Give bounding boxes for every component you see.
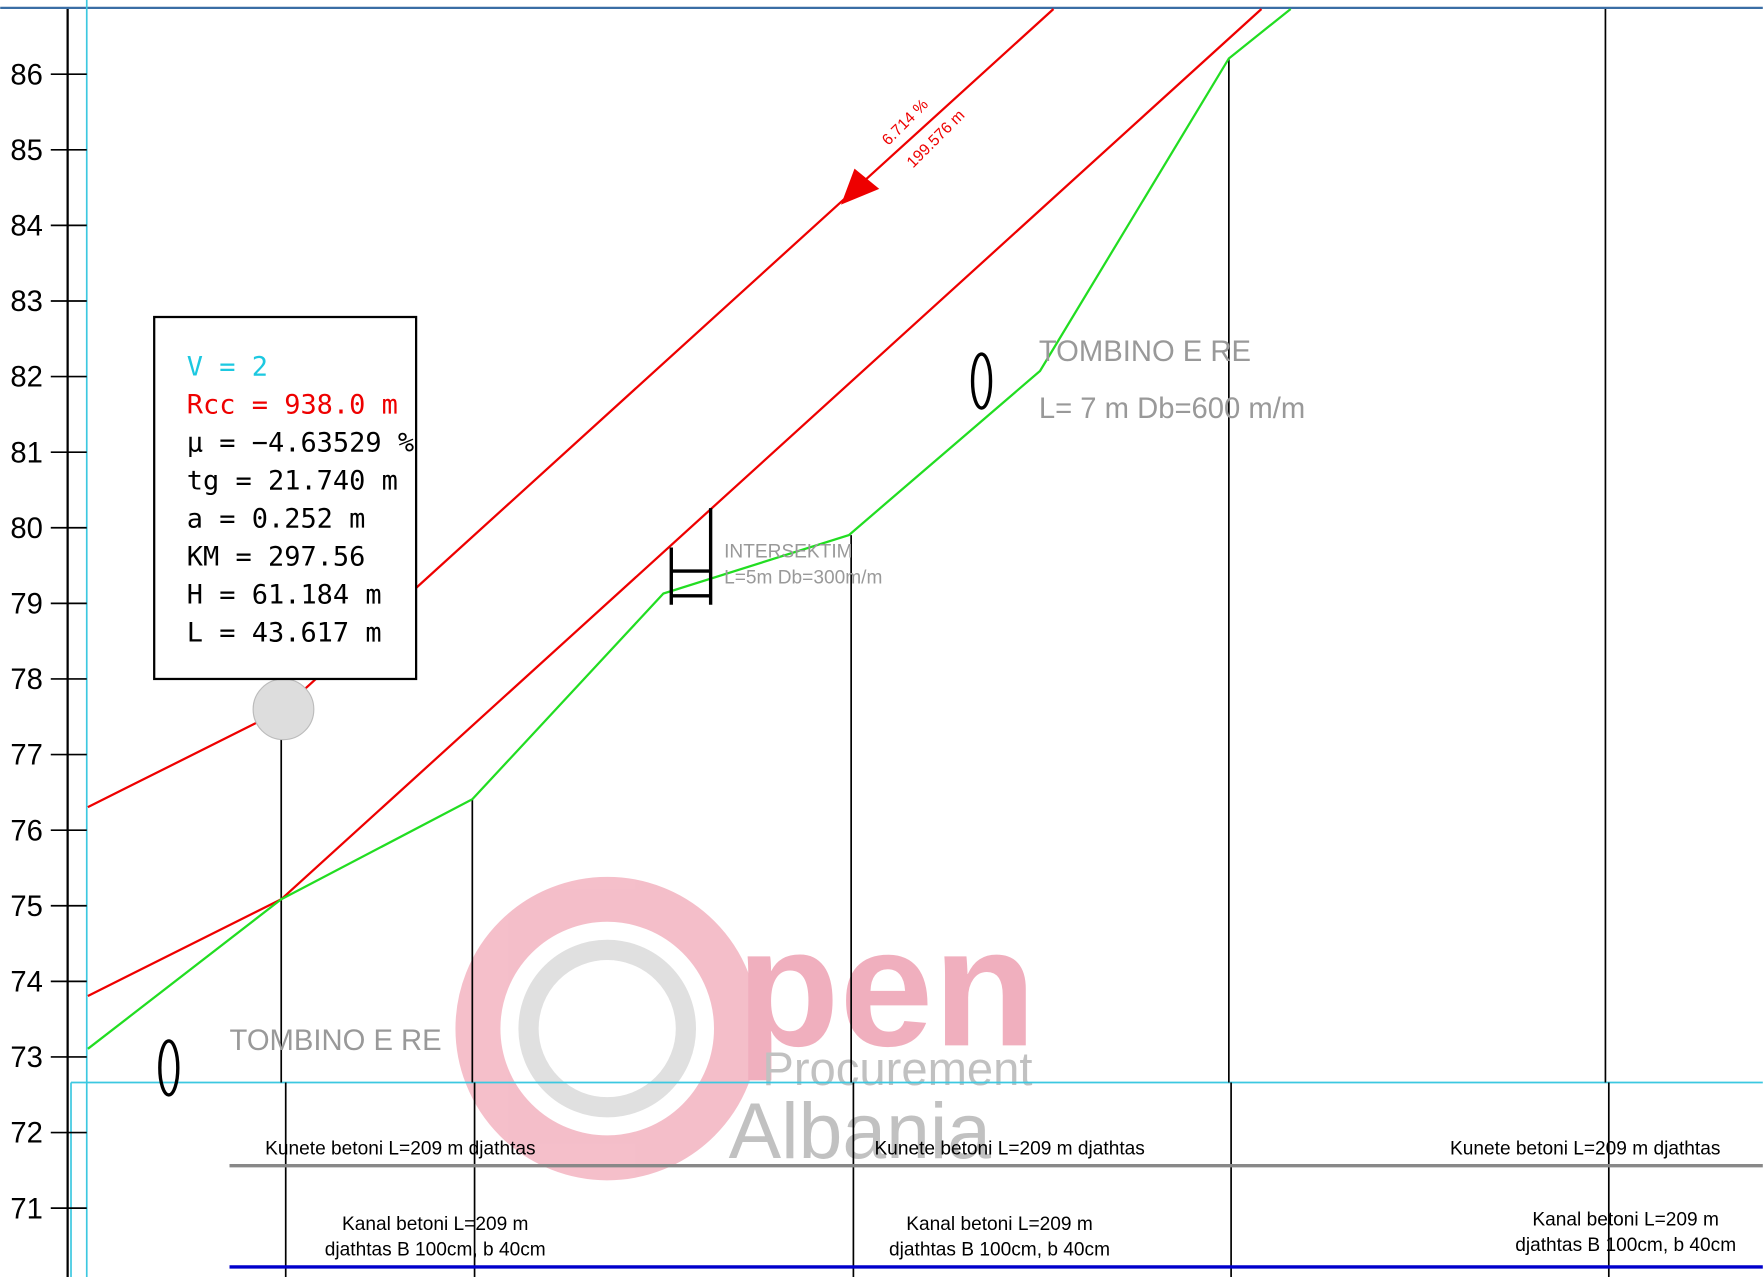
- kanal-label: djathtas B 100cm, b 40cm: [325, 1240, 546, 1261]
- box-line: L = 43.617 m: [187, 617, 382, 648]
- tick-label: 78: [10, 664, 43, 696]
- stations: [280, 8, 1610, 1277]
- culvert-icon: [158, 352, 993, 1097]
- kanal-label: djathtas B 100cm, b 40cm: [889, 1240, 1110, 1261]
- tick-label: 77: [10, 740, 43, 772]
- tick-label: 79: [10, 588, 43, 620]
- box-line: Rcc = 938.0 m: [187, 389, 398, 420]
- kunete-label: Kunete betoni L=209 m djathtas: [874, 1138, 1144, 1159]
- tick-label: 83: [10, 286, 43, 318]
- tick-label: 82: [10, 362, 43, 394]
- kunete-label: Kunete betoni L=209 m djathtas: [1450, 1138, 1720, 1159]
- logo-ring: [455, 876, 759, 1181]
- label: INTERSEKTIM: [724, 542, 852, 563]
- tick-label: 73: [10, 1042, 43, 1074]
- tick-label: 86: [10, 59, 43, 91]
- kunete-label: Kunete betoni L=209 m djathtas: [265, 1138, 535, 1159]
- kanal-label: Kanal betoni L=209 m: [906, 1214, 1092, 1235]
- box-line: a = 0.252 m: [187, 503, 366, 534]
- tick-label: 84: [10, 211, 43, 243]
- ground-line: [87, 8, 1292, 1050]
- box-line: μ = −4.63529 %: [187, 427, 414, 458]
- tick-label: 75: [10, 891, 43, 923]
- label: L= 7 m Db=600 m/m: [1039, 393, 1305, 425]
- logo-text: Procurement: [762, 1043, 1032, 1096]
- label: TOMBINO E RE: [230, 1025, 442, 1057]
- kanal-label: djathtas B 100cm, b 40cm: [1515, 1235, 1736, 1256]
- label: TOMBINO E RE: [1039, 336, 1251, 368]
- logo-text: pen: [736, 892, 1036, 1081]
- logo-text: Albania: [729, 1087, 992, 1175]
- box-line: V = 2: [187, 351, 268, 382]
- arrow: [841, 168, 880, 205]
- label: L=5m Db=300m/m: [724, 567, 882, 588]
- tick-label: 76: [10, 815, 43, 847]
- profile-box: [153, 315, 418, 681]
- tick-label: 74: [10, 966, 43, 998]
- tick-label: 81: [10, 437, 43, 469]
- kanal-label: Kanal betoni L=209 m: [342, 1214, 528, 1235]
- vertex-marker: [252, 678, 315, 741]
- box-line: KM = 297.56: [187, 541, 366, 572]
- logo-ring: [518, 939, 697, 1118]
- watermark: pen Procurement Albania: [455, 876, 1036, 1181]
- kanal-label: Kanal betoni L=209 m: [1532, 1209, 1718, 1230]
- tick-label: 72: [10, 1118, 43, 1150]
- tick-label: 80: [10, 513, 43, 545]
- tick-label: 71: [10, 1193, 43, 1225]
- box-line: tg = 21.740 m: [187, 465, 398, 496]
- box-line: H = 61.184 m: [187, 579, 382, 610]
- tick-label: 85: [10, 135, 43, 167]
